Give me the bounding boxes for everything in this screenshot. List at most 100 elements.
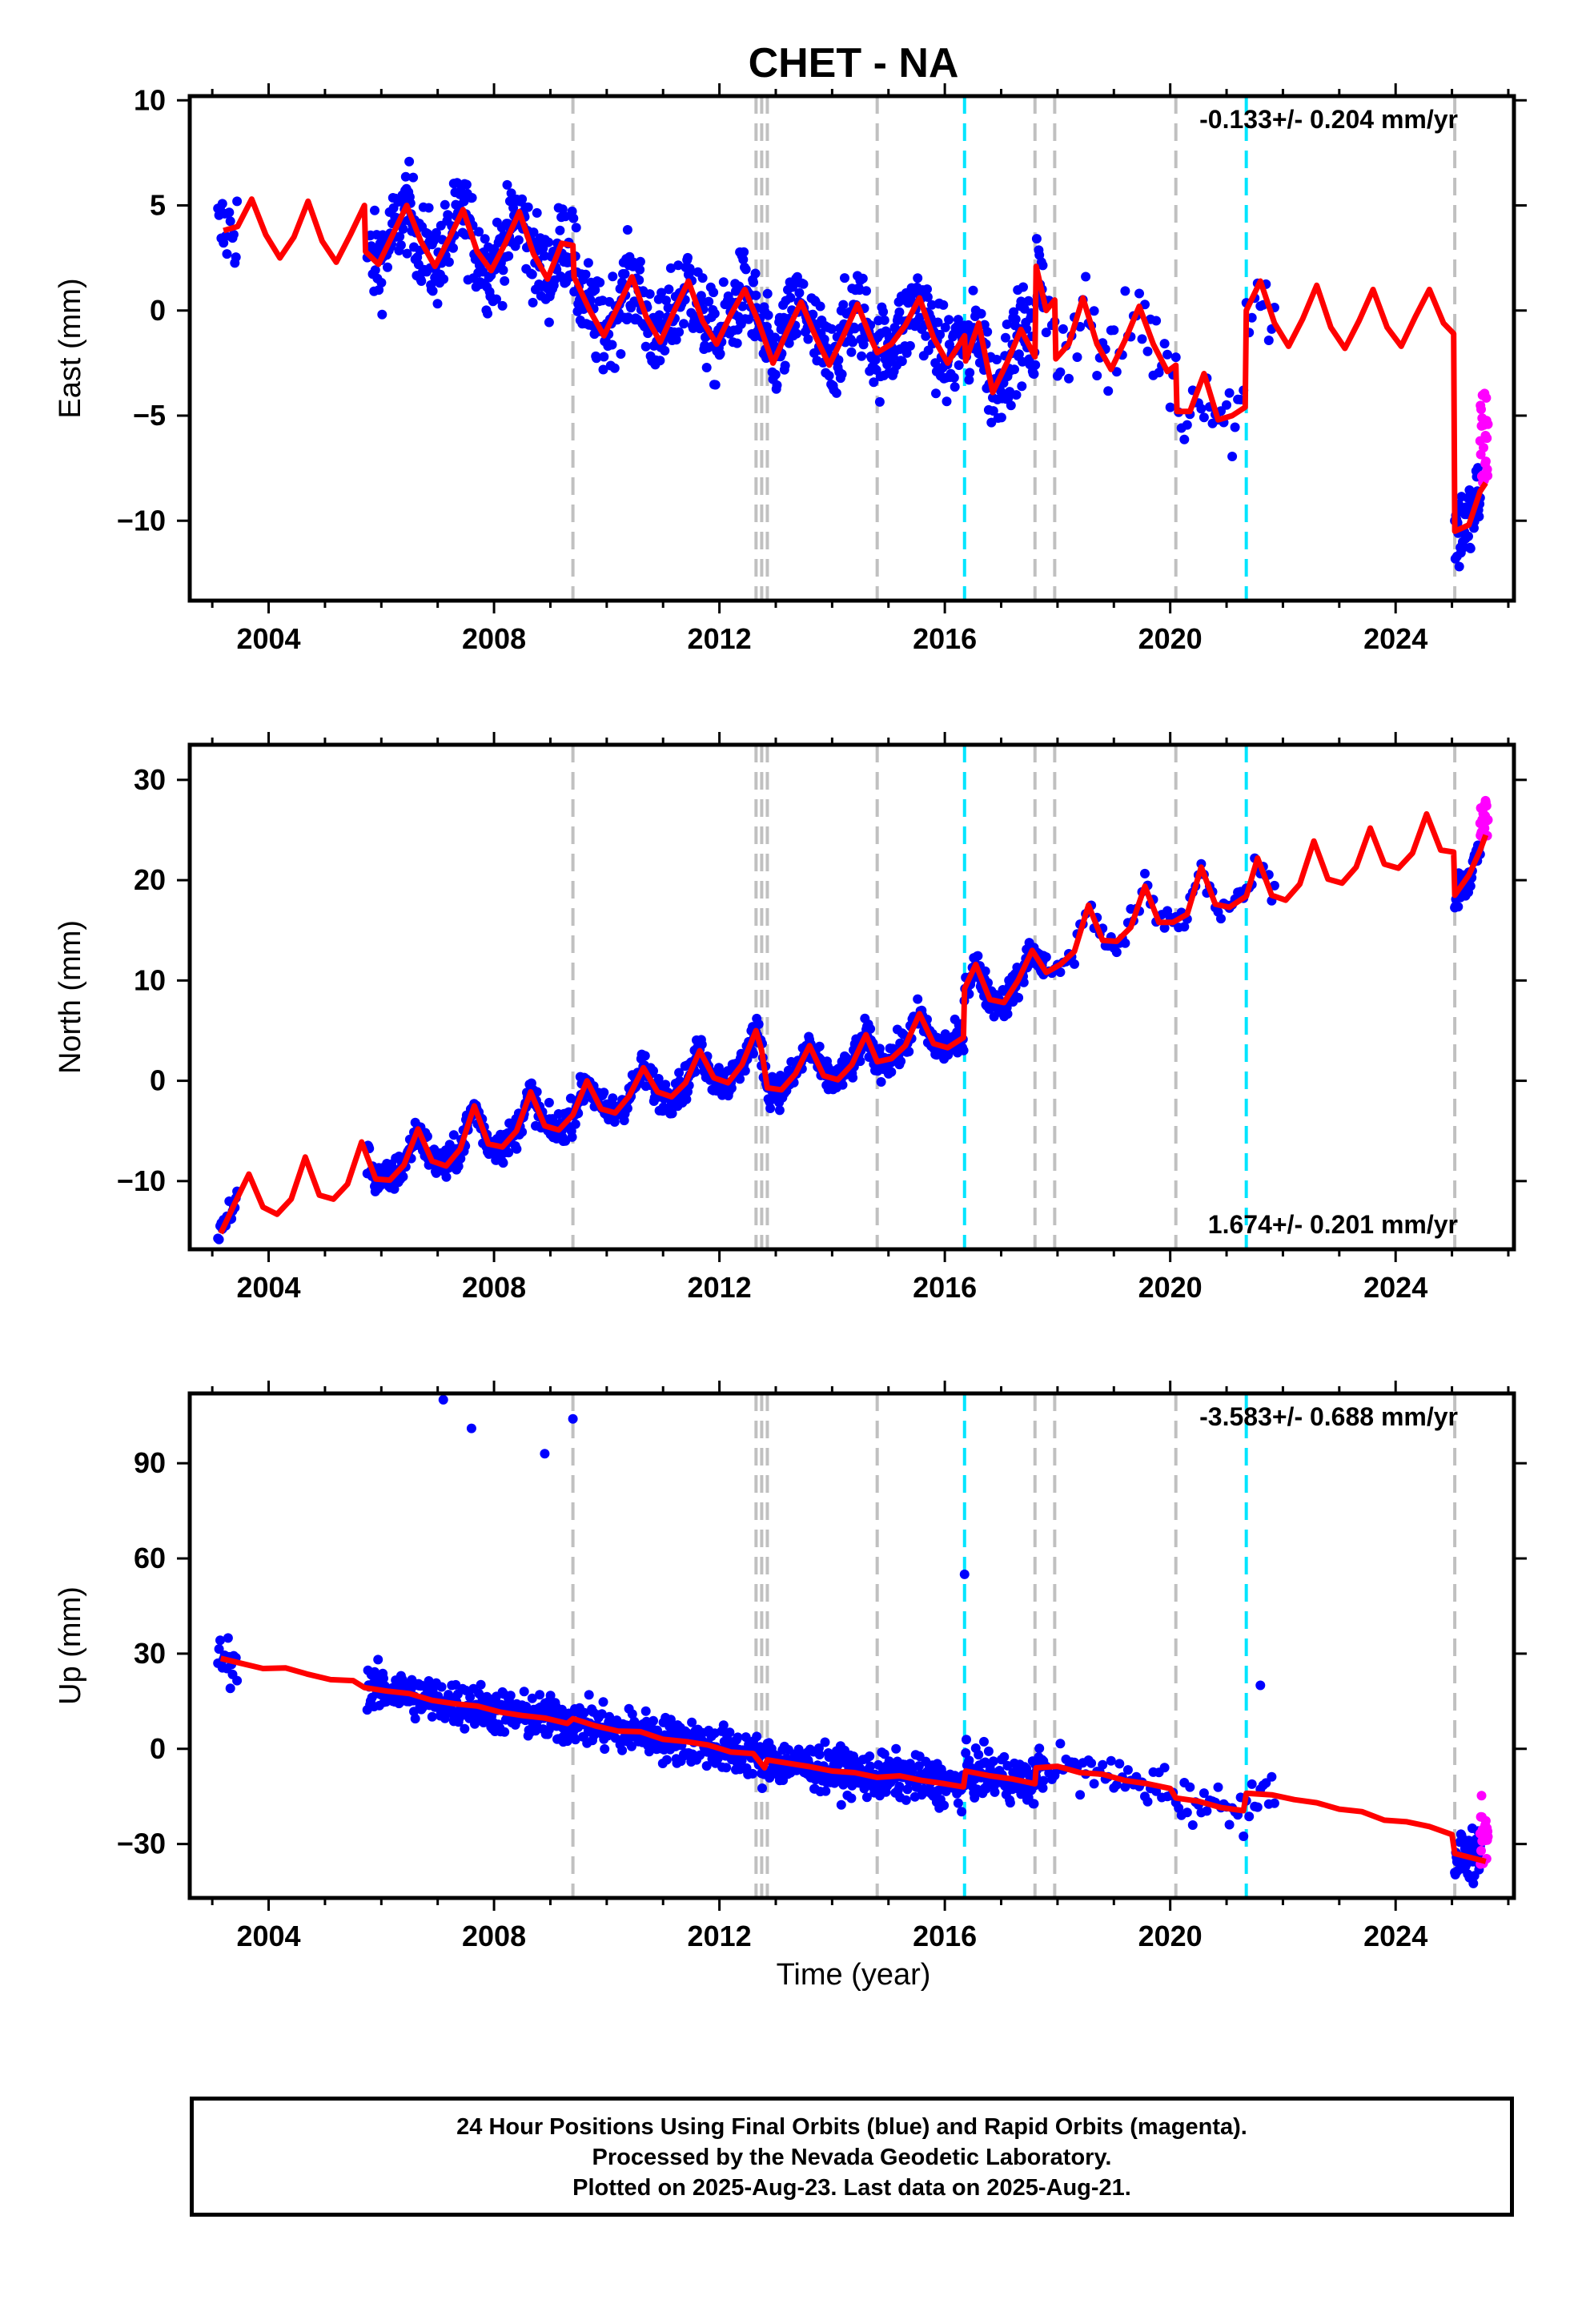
final-orbit-point — [655, 356, 665, 366]
final-orbit-point — [979, 1736, 989, 1747]
final-orbit-point — [653, 1074, 664, 1084]
final-orbit-point — [626, 1741, 636, 1751]
final-orbit-point — [973, 951, 983, 961]
final-orbit-point — [1064, 373, 1074, 384]
final-orbit-point — [505, 1691, 516, 1701]
final-orbit-point — [1081, 271, 1091, 282]
final-orbit-point — [1137, 334, 1147, 344]
final-orbit-point — [999, 1751, 1010, 1762]
x-tick-label: 2020 — [1138, 1271, 1203, 1304]
final-orbit-point — [968, 285, 978, 296]
final-orbit-point — [656, 287, 667, 298]
final-orbit-point — [679, 319, 689, 329]
final-orbit-point — [763, 310, 773, 320]
final-orbit-point — [1454, 561, 1464, 572]
final-orbit-point — [617, 1745, 628, 1755]
final-orbit-point — [838, 300, 849, 310]
final-orbit-point — [595, 277, 605, 287]
final-orbit-point — [465, 1692, 476, 1703]
final-orbit-point — [1038, 1783, 1048, 1793]
final-orbit-point — [894, 1781, 905, 1791]
final-orbit-point — [944, 315, 954, 325]
final-orbit-point — [1269, 1798, 1279, 1808]
final-orbit-point — [765, 1104, 776, 1113]
final-orbit-point — [648, 1715, 658, 1726]
final-orbit-point — [1086, 1758, 1097, 1768]
rapid-orbit-point — [1483, 471, 1493, 480]
x-tick-label: 2020 — [1138, 622, 1203, 655]
final-orbit-point — [886, 1067, 897, 1077]
final-orbit-point — [940, 322, 950, 332]
y-tick-label: 0 — [150, 1064, 166, 1097]
final-orbit-point — [622, 1104, 632, 1113]
final-orbit-point — [545, 1691, 556, 1701]
final-orbit-point — [377, 309, 387, 320]
final-orbit-point — [726, 1083, 737, 1093]
final-orbit-point — [1002, 1009, 1013, 1019]
final-orbit-point — [772, 380, 782, 390]
rapid-orbit-points — [1475, 1791, 1493, 1869]
final-orbit-point — [600, 1744, 610, 1754]
panel-east: 2004 2008 2012 2016 2020 2024 10 5 0 −5 −10 East (m… — [54, 83, 1527, 655]
final-orbit-point — [990, 1787, 1000, 1797]
final-orbit-point — [474, 227, 484, 237]
rapid-orbit-point — [1476, 404, 1486, 415]
final-orbit-point — [370, 205, 379, 215]
plot-frame — [187, 94, 1516, 603]
final-orbit-point — [819, 334, 829, 344]
final-orbit-point — [483, 308, 492, 319]
final-orbit-point — [861, 286, 871, 296]
final-orbit-point — [654, 310, 665, 320]
final-orbit-point — [1140, 868, 1150, 879]
final-orbit-point — [528, 297, 538, 308]
final-orbit-point — [821, 1786, 831, 1796]
final-orbit-point — [635, 264, 645, 275]
final-orbit-point — [517, 194, 528, 204]
y-tick-label: 60 — [134, 1542, 166, 1574]
final-orbit-point — [1041, 952, 1051, 963]
final-orbit-point — [568, 213, 579, 223]
final-orbit-point — [814, 1750, 825, 1759]
final-orbit-point — [1134, 288, 1144, 299]
final-orbit-point — [958, 1045, 969, 1055]
final-orbit-point — [701, 363, 712, 372]
velocity-label: -0.133+/- 0.204 mm/yr — [1199, 105, 1458, 134]
final-orbit-point — [1465, 881, 1476, 891]
final-orbit-point — [232, 1675, 243, 1686]
final-orbit-point — [532, 207, 542, 218]
final-orbit-point — [751, 290, 761, 300]
final-orbit-point — [1122, 1765, 1133, 1775]
final-orbit-point — [1017, 381, 1027, 392]
velocity-label: 1.674+/- 0.201 mm/yr — [1208, 1210, 1458, 1239]
final-orbit-point — [544, 317, 554, 328]
final-orbit-point — [508, 203, 519, 213]
final-orbit-point — [913, 273, 923, 283]
final-orbit-point — [757, 1783, 767, 1793]
final-orbit-point — [640, 341, 651, 352]
final-orbit-point — [396, 240, 406, 251]
final-orbit-point — [914, 312, 925, 323]
y-tick-label: −10 — [117, 1164, 166, 1197]
final-orbit-point — [1120, 1782, 1130, 1792]
final-orbit-point — [879, 1749, 889, 1759]
final-orbit-point — [661, 1755, 672, 1765]
final-orbit-point — [794, 287, 805, 298]
final-orbit-point — [992, 355, 1002, 364]
y-tick-label: −30 — [117, 1827, 166, 1860]
final-orbit-point — [1031, 234, 1042, 244]
final-orbit-point — [398, 1172, 408, 1182]
final-orbit-point — [492, 294, 501, 304]
final-orbit-point — [1111, 1779, 1122, 1790]
final-orbit-point — [527, 1693, 537, 1703]
final-orbit-point — [739, 247, 749, 257]
final-orbit-point — [1005, 1798, 1015, 1808]
rapid-orbit-point — [1476, 1791, 1487, 1801]
final-orbit-point — [1182, 1807, 1192, 1818]
final-orbit-point — [826, 324, 837, 334]
final-orbit-point — [635, 256, 645, 267]
final-orbit-point — [1098, 1759, 1108, 1770]
final-orbit-point — [667, 1108, 677, 1119]
final-orbit-point — [1120, 938, 1130, 948]
final-orbit-point — [617, 277, 628, 287]
final-orbit-point — [374, 285, 384, 296]
